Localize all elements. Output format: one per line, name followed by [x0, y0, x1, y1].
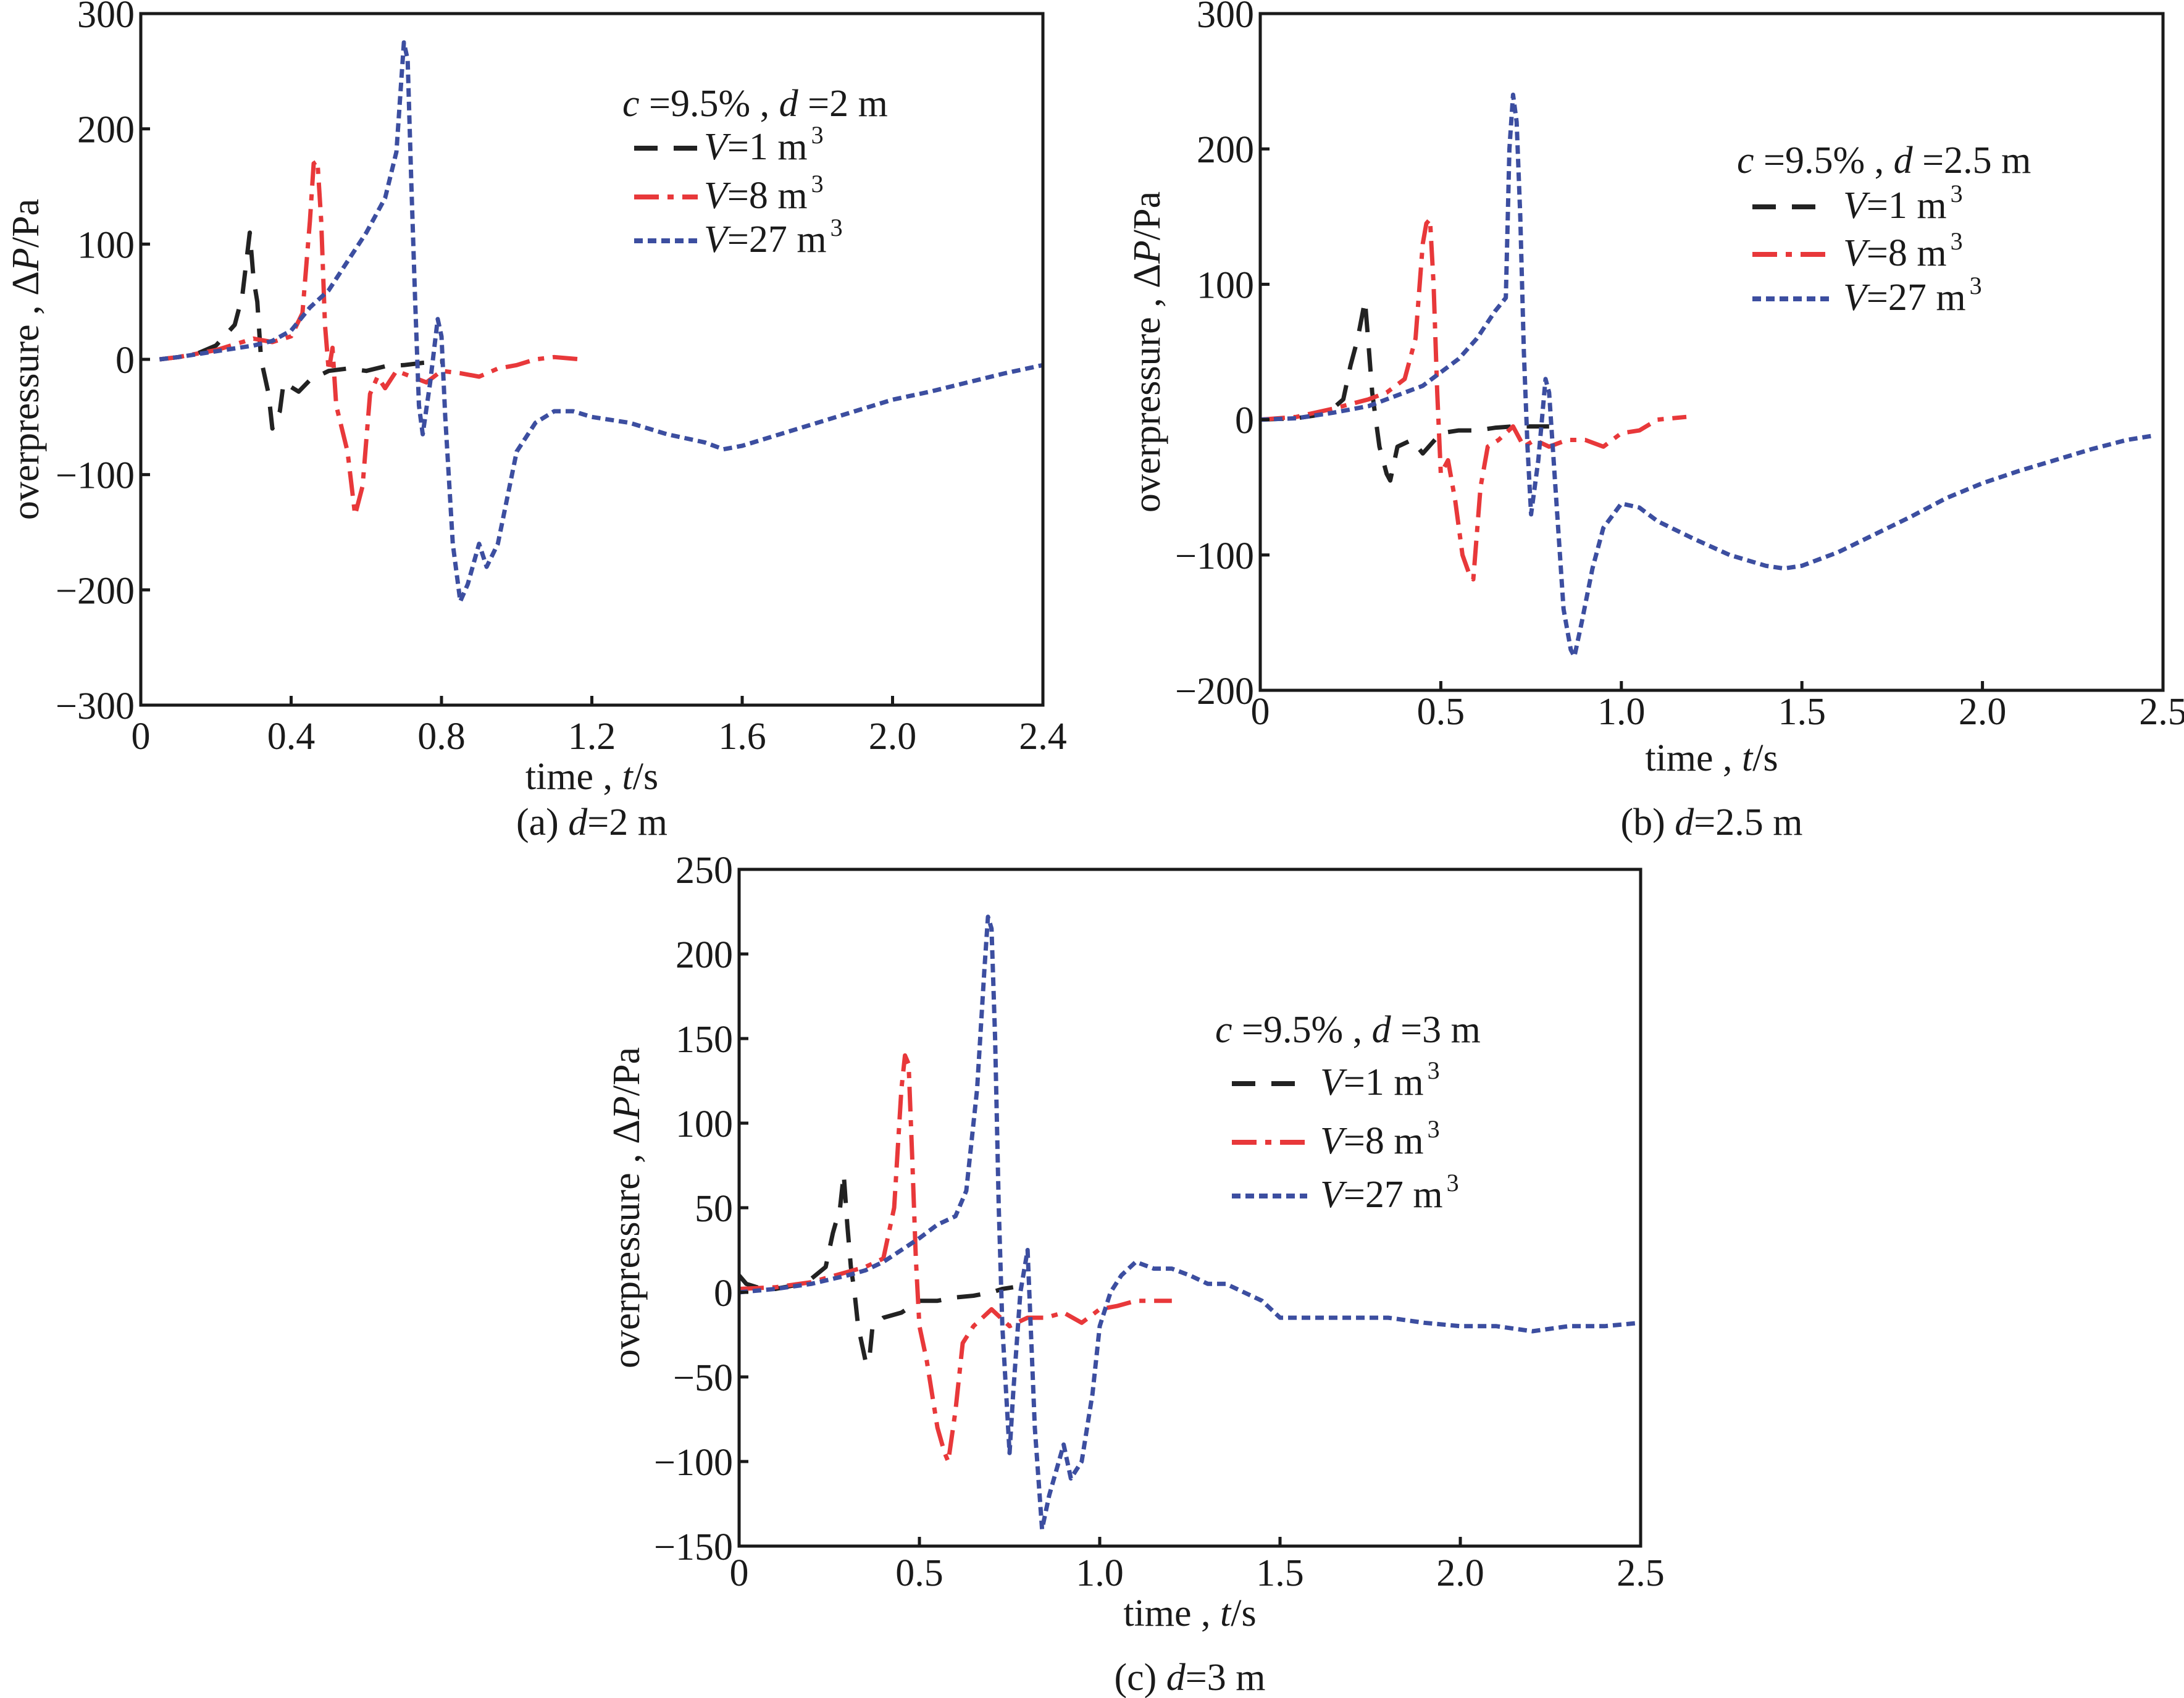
y-tick-label: 250	[676, 850, 733, 892]
y-tick-label: −300	[56, 685, 135, 727]
x-tick-label: 2.5	[1617, 1552, 1665, 1594]
y-tick-label: −100	[654, 1442, 733, 1484]
y-axis-label: overpressure , ΔP/Pa	[1126, 191, 1168, 512]
y-tick-label: 300	[1197, 0, 1254, 36]
axes-frame	[737, 868, 1642, 1548]
y-tick-label: −50	[673, 1357, 733, 1399]
y-tick-label: 200	[676, 934, 733, 976]
x-tick-label: 1.0	[1597, 691, 1646, 733]
x-tick-label: 1.5	[1778, 691, 1826, 733]
x-tick-label: 2.4	[1019, 716, 1067, 758]
y-tick-label: 0	[1235, 400, 1254, 442]
panel-b: 0 0.5 1.0 1.5 2.0 2.5 −200 −100 0 100 200 300 time ,…	[1126, 0, 2184, 843]
y-tick-label: 300	[77, 0, 135, 36]
series-line-27m3	[1260, 93, 2153, 659]
series-line-27m3	[159, 40, 1043, 604]
x-axis-label: time , t/s	[1645, 737, 1778, 779]
panel-caption: (a) d=2 m	[516, 801, 667, 843]
series-line-27m3	[739, 914, 1641, 1532]
x-tick-label: 2.0	[869, 716, 917, 758]
y-tick-label: 100	[1197, 264, 1254, 306]
panel-caption: (b) d=2.5 m	[1621, 801, 1803, 843]
y-tick-label: −200	[1175, 671, 1254, 713]
x-tick-label: 0	[132, 716, 151, 758]
y-axis-label: overpressure , ΔP/Pa	[5, 199, 47, 520]
y-tick-label: 150	[676, 1019, 733, 1061]
plot-area	[159, 40, 1043, 604]
plot-area	[739, 914, 1641, 1532]
plot-area	[1260, 93, 2153, 659]
x-tick-label: 0	[730, 1552, 749, 1594]
x-tick-label: 2.5	[2139, 691, 2184, 733]
x-tick-label: 0	[1251, 691, 1270, 733]
panel-a: 0 0.4 0.8 1.2 1.6 2.0 2.4 −300 −200 −100 0 100 200 30…	[5, 0, 1067, 843]
legend-title: c =9.5% , d =2 m	[622, 83, 888, 125]
y-tick-label: −100	[1175, 535, 1254, 577]
y-tick-label: 50	[695, 1188, 733, 1230]
x-tick-label: 0.5	[1417, 691, 1465, 733]
y-axis-label: overpressure , ΔP/Pa	[606, 1047, 648, 1368]
legend-title: c =9.5% , d =3 m	[1215, 1009, 1481, 1051]
panel-c: 0 0.5 1.0 1.5 2.0 2.5 −150 −100 −50 0 50 100 150 200 2…	[606, 850, 1665, 1698]
panel-caption: (c) d=3 m	[1114, 1657, 1265, 1698]
y-tick-label: −200	[56, 570, 135, 612]
axes-frame	[139, 12, 1045, 707]
y-tick-label: −150	[654, 1526, 733, 1568]
x-axis-label: time , t/s	[1123, 1592, 1256, 1634]
series-line-8m3	[1260, 217, 1687, 582]
series-line-8m3	[159, 159, 581, 517]
series-line-8m3	[739, 1053, 1172, 1464]
x-tick-label: 0.5	[895, 1552, 943, 1594]
x-tick-label: 1.5	[1256, 1552, 1304, 1594]
x-tick-label: 2.0	[1959, 691, 2007, 733]
y-tick-label: −100	[56, 455, 135, 497]
x-tick-label: 1.6	[718, 716, 766, 758]
x-tick-label: 0.8	[417, 716, 466, 758]
y-tick-label: 100	[77, 224, 135, 266]
series-line-1m3	[1260, 298, 1549, 483]
series-line-1m3	[159, 230, 442, 431]
y-tick-label: 200	[1197, 129, 1254, 171]
x-tick-label: 0.4	[267, 716, 316, 758]
y-tick-label: 0	[115, 340, 135, 382]
y-tick-label: 100	[676, 1103, 733, 1145]
x-tick-label: 2.0	[1436, 1552, 1484, 1594]
axes-frame	[1258, 12, 2165, 692]
y-tick-label: 0	[714, 1273, 733, 1315]
y-tick-label: 200	[77, 109, 135, 151]
x-axis-label: time , t/s	[525, 756, 658, 798]
series-line-1m3	[739, 1171, 1014, 1366]
x-tick-label: 1.0	[1076, 1552, 1124, 1594]
legend-title: c =9.5% , d =2.5 m	[1737, 140, 2031, 182]
x-tick-label: 1.2	[568, 716, 616, 758]
